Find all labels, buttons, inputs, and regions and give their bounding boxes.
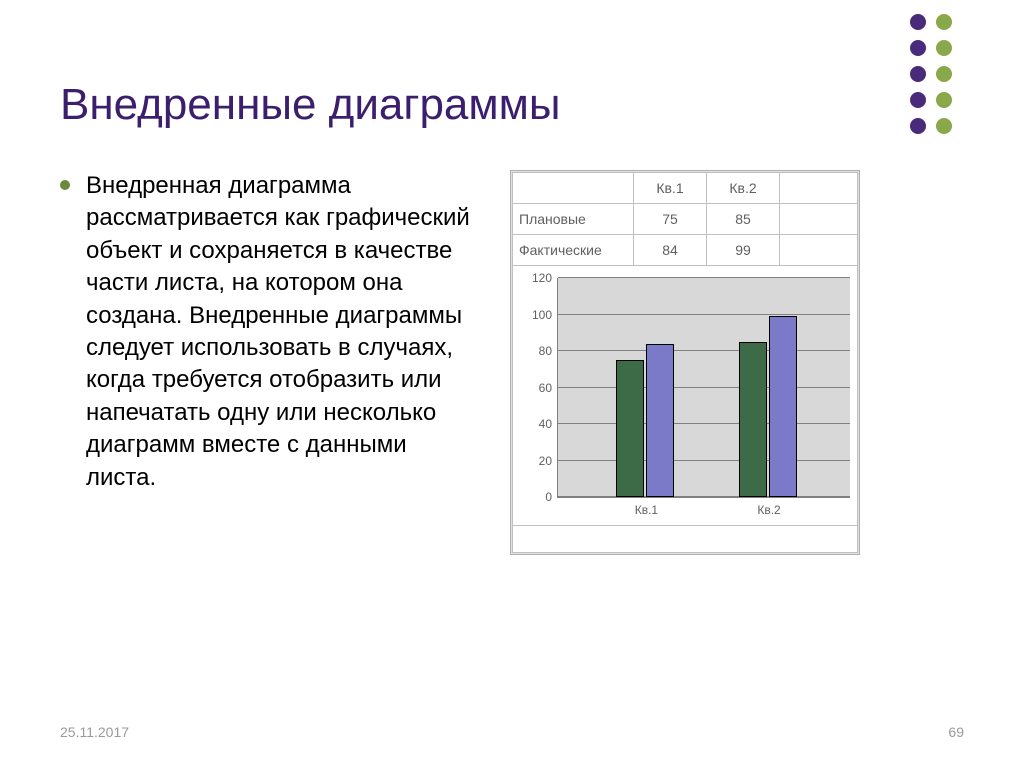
chart-gridline [558,314,850,315]
footer-date: 25.11.2017 [60,724,129,740]
deco-dot-icon [936,14,952,30]
chart-bar-group: Кв.2 [739,316,797,497]
chart-ytick: 0 [545,490,558,504]
chart-plot: 020406080100120Кв.1Кв.2 [557,278,850,498]
chart-xlabel: Кв.2 [739,503,799,517]
deco-dot-icon [936,92,952,108]
chart-gridline [558,350,850,351]
chart-ytick: 40 [539,417,558,431]
footer-page: 69 [948,724,964,740]
chart-ytick: 100 [532,308,558,322]
chart-ytick: 80 [539,344,558,358]
table-cell: Кв.1 [634,173,707,204]
deco-row [910,118,952,134]
chart-ytick: 20 [539,454,558,468]
table-row: Плановые 75 85 [513,204,858,235]
blank-row [512,526,858,553]
chart-bar [616,360,644,497]
chart-gridline [558,277,850,278]
deco-dot-icon [910,66,926,82]
chart-bar [769,316,797,497]
chart-gridline [558,387,850,388]
chart-ytick: 120 [532,271,558,285]
deco-row [910,66,952,82]
bullet-text: Внедренная диаграмма рассматривается как… [86,170,480,494]
deco-dot-icon [936,118,952,134]
deco-dot-icon [936,66,952,82]
deco-row [910,14,952,30]
bullet-item: Внедренная диаграмма рассматривается как… [60,170,480,494]
chart-bar [646,344,674,497]
deco-dot-icon [910,118,926,134]
deco-row [910,40,952,56]
text-column: Внедренная диаграмма рассматривается как… [60,170,480,555]
table-cell: Фактические [513,235,634,266]
table-cell [780,204,858,235]
deco-dot-icon [910,14,926,30]
chart-bar-group: Кв.1 [616,344,674,497]
table-row: Фактические 84 99 [513,235,858,266]
chart-gridline [558,460,850,461]
chart-bar [739,342,767,497]
deco-dot-icon [910,92,926,108]
slide: Внедренные диаграммы Внедренная диаграмм… [0,0,1024,768]
table-cell: 99 [707,235,780,266]
table-cell [780,173,858,204]
table-cell: 85 [707,204,780,235]
data-table: Кв.1 Кв.2 Плановые 75 85 Фактические 84 … [512,172,858,266]
table-cell: Плановые [513,204,634,235]
table-cell: 84 [634,235,707,266]
deco-dot-icon [910,40,926,56]
table-cell: 75 [634,204,707,235]
content-row: Внедренная диаграмма рассматривается как… [60,170,964,555]
chart-plot-area: 0 20 40 60 80 100 120 Кв.1 Кв.2 [512,266,858,526]
chart-column: Кв.1 Кв.2 Плановые 75 85 Фактические 84 … [510,170,870,555]
chart-gridline [558,423,850,424]
slide-title: Внедренные диаграммы [60,80,964,130]
table-cell [513,173,634,204]
table-cell: Кв.2 [707,173,780,204]
deco-dot-icon [936,40,952,56]
bullet-dot-icon [60,180,70,190]
table-header-row: Кв.1 Кв.2 [513,173,858,204]
chart-xlabel: Кв.1 [616,503,676,517]
chart-ytick: 60 [539,381,558,395]
table-cell [780,235,858,266]
decoration-dots [910,14,952,134]
chart-gridline [558,496,850,497]
embedded-chart: Кв.1 Кв.2 Плановые 75 85 Фактические 84 … [510,170,860,555]
deco-row [910,92,952,108]
